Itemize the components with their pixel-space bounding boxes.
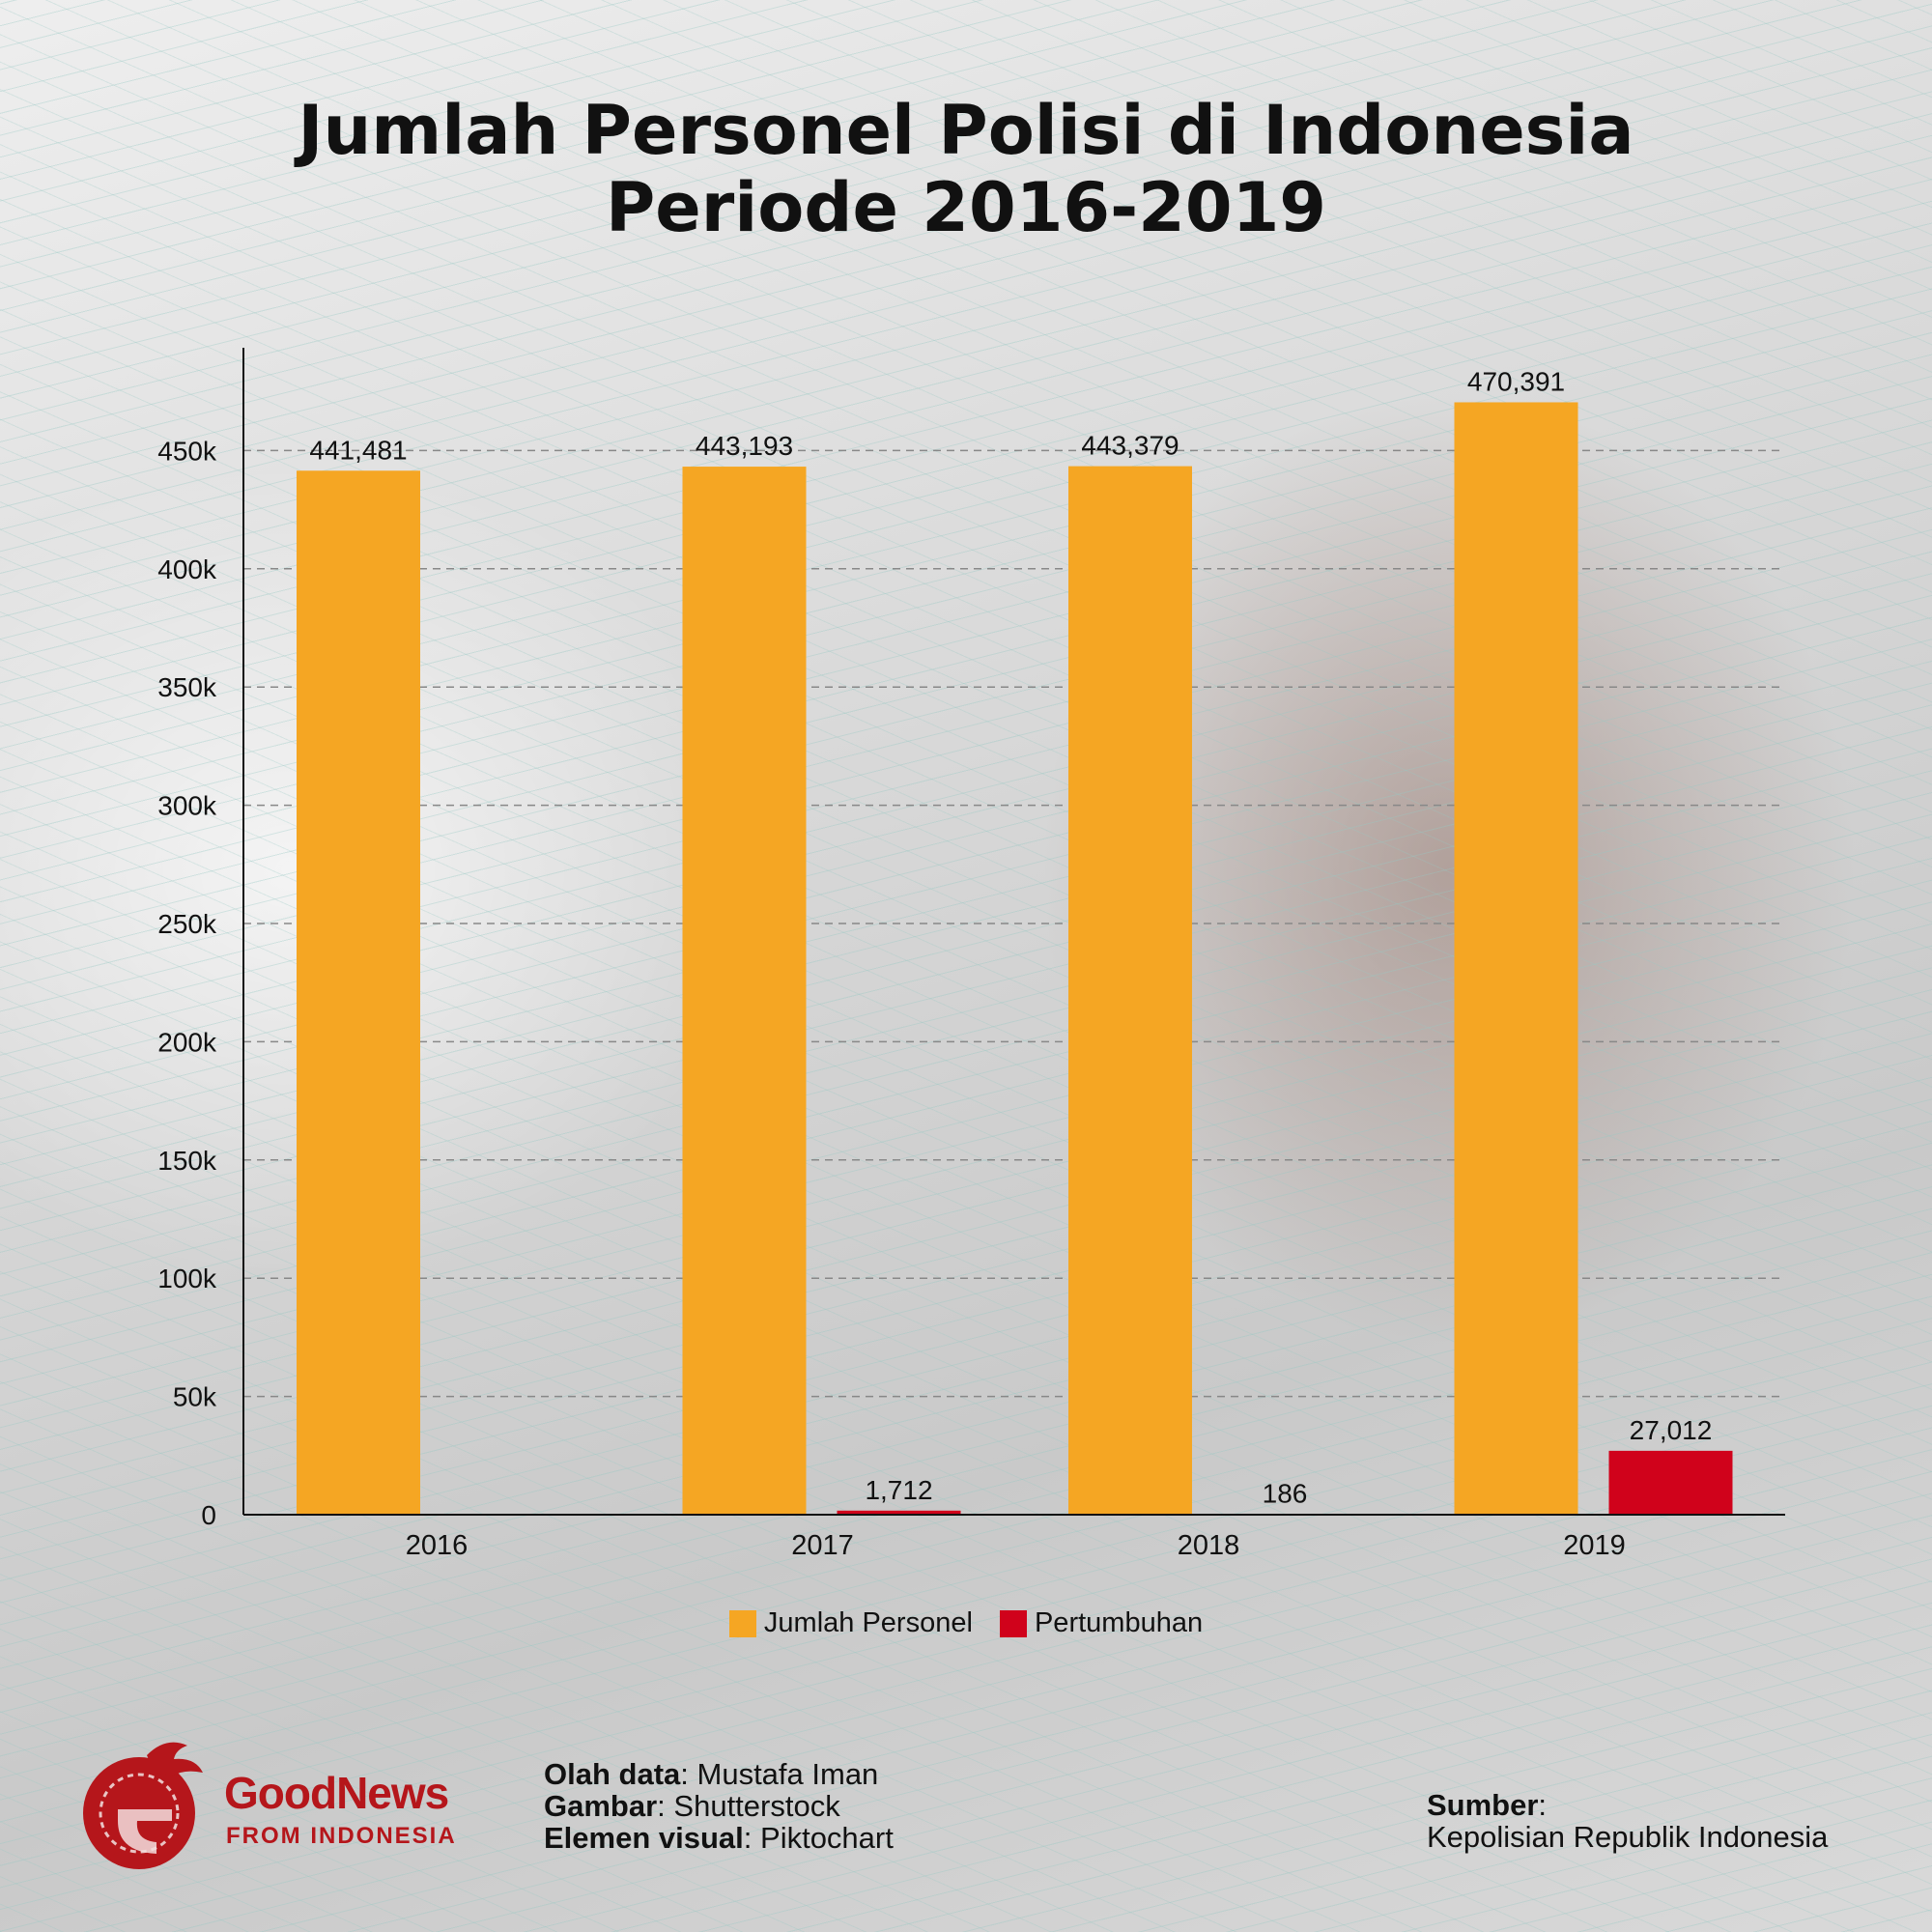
y-tick-label: 100k: [157, 1264, 217, 1293]
credit-data-value: Mustafa Iman: [696, 1757, 879, 1791]
data-label-personel-2018: 443,379: [1081, 431, 1179, 461]
y-tick-label: 50k: [173, 1382, 217, 1412]
legend-label-personel: Jumlah Personel: [763, 1607, 973, 1639]
x-tick-label-2017: 2017: [791, 1530, 854, 1561]
logo-tagline: FROM INDONESIA: [226, 1823, 457, 1849]
data-label-pertumbuhan-2017: 1,712: [865, 1475, 932, 1505]
bar-personel-2019: [1454, 402, 1578, 1516]
bar-pertumbuhan-2017: [837, 1510, 961, 1515]
data-label-pertumbuhan-2018: 186: [1263, 1479, 1308, 1509]
x-tick-label-2019: 2019: [1563, 1530, 1626, 1561]
legend-swatch-pertumbuhan: [999, 1609, 1027, 1637]
source: Sumber: Kepolisian Republik Indonesia: [1427, 1789, 1828, 1853]
credit-image-label: Gambar: [544, 1789, 658, 1823]
data-labels: 441,481 443,193 1,712 443,379 186 470,391 27,0…: [309, 366, 1712, 1508]
legend-label-pertumbuhan: Pertumbuhan: [1034, 1607, 1204, 1639]
chart-title-line2: Periode 2016-2019: [605, 168, 1327, 247]
y-tick-label: 400k: [157, 554, 217, 584]
y-tick-label: 150k: [157, 1146, 217, 1176]
y-tick-label: 350k: [157, 672, 217, 702]
data-label-personel-2016: 441,481: [309, 435, 407, 465]
credit-image-value: Shutterstock: [673, 1789, 840, 1823]
source-heading: Sumber:: [1427, 1788, 1548, 1822]
axes: 0 50k 100k 150k 200k 250k 300k 350k 400k 450k 2016…: [157, 348, 1785, 1561]
y-tick-label: 300k: [157, 791, 217, 821]
x-tick-label-2016: 2016: [406, 1530, 469, 1561]
garuda-logo-icon: [83, 1742, 203, 1869]
x-tick-label-2018: 2018: [1178, 1530, 1240, 1561]
legend-item-personel: Jumlah Personel: [728, 1606, 973, 1639]
credit-visual-label: Elemen visual: [544, 1821, 744, 1855]
credit-visual: Elemen visual: Piktochart: [544, 1821, 894, 1855]
legend: Jumlah Personel Pertumbuhan: [0, 1606, 1932, 1639]
credit-data: Olah data: Mustafa Iman: [544, 1757, 879, 1791]
bars: [297, 402, 1733, 1516]
credit-visual-value: Piktochart: [760, 1821, 894, 1855]
logo-name: GoodNews: [224, 1768, 449, 1818]
source-value: Kepolisian Republik Indonesia: [1427, 1820, 1829, 1854]
y-tick-label: 450k: [157, 436, 217, 466]
goodnews-logo: GoodNews FROM INDONESIA: [79, 1734, 485, 1879]
bar-personel-2018: [1068, 466, 1192, 1516]
bar-personel-2017: [682, 467, 807, 1516]
data-label-pertumbuhan-2019: 27,012: [1630, 1415, 1713, 1445]
chart-title-line1: Jumlah Personel Polisi di Indonesia: [298, 91, 1634, 170]
data-label-personel-2017: 443,193: [696, 431, 793, 461]
source-label: Sumber: [1427, 1788, 1539, 1822]
legend-swatch-personel: [728, 1609, 756, 1637]
credit-data-label: Olah data: [544, 1757, 681, 1791]
bar-pertumbuhan-2019: [1608, 1450, 1733, 1515]
credit-image: Gambar: Shutterstock: [544, 1789, 840, 1823]
legend-item-pertumbuhan: Pertumbuhan: [999, 1606, 1204, 1639]
data-label-personel-2019: 470,391: [1467, 366, 1565, 396]
y-tick-label: 200k: [157, 1027, 217, 1057]
bar-personel-2016: [297, 470, 420, 1515]
chart-title: Jumlah Personel Polisi di Indonesia Peri…: [0, 92, 1932, 246]
y-tick-label: 250k: [157, 909, 217, 939]
y-tick-label: 0: [201, 1500, 216, 1530]
credits: Olah data: Mustafa Iman Gambar: Shutters…: [544, 1758, 894, 1854]
